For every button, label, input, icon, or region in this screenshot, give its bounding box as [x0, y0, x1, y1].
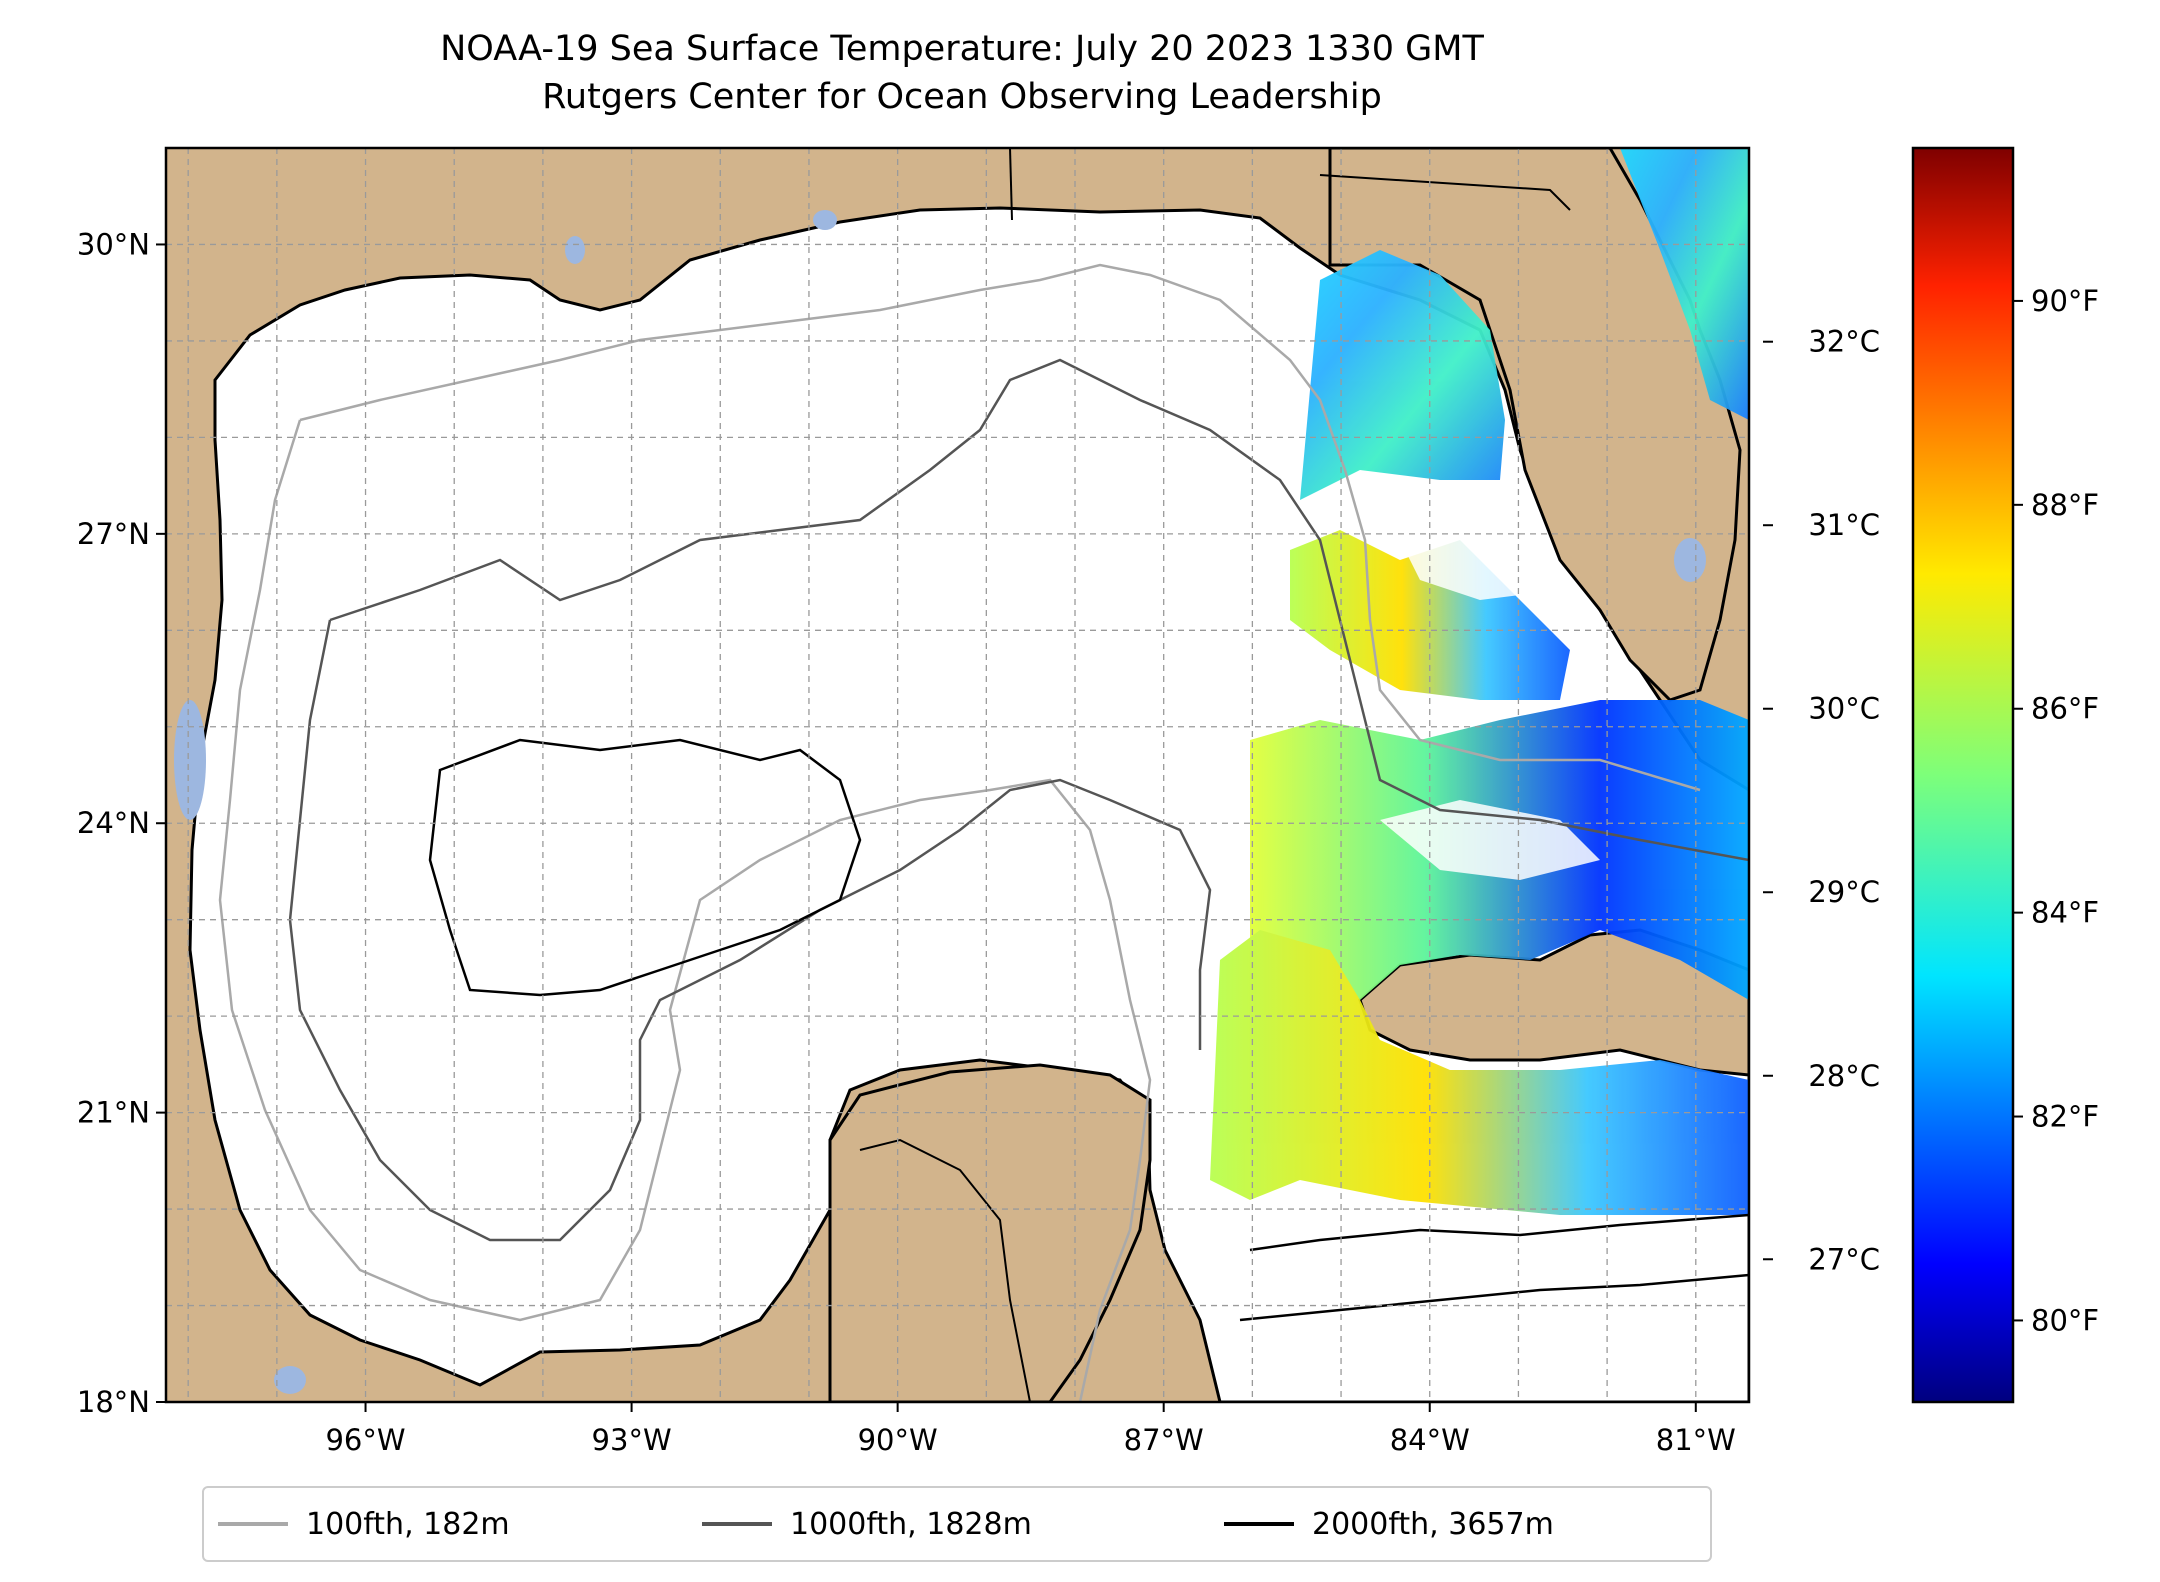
cbar-f-tick-label: 80°F: [2031, 1303, 2099, 1337]
lon-tick-label: 81°W: [1656, 1423, 1736, 1457]
map-frame: [164, 146, 1751, 1404]
cbar-c-tick-label: 31°C: [1808, 508, 1880, 542]
legend-swatch-1000fth: [702, 1522, 772, 1526]
lon-tick-label: 93°W: [592, 1423, 672, 1457]
map-title: NOAA-19 Sea Surface Temperature: July 20…: [440, 29, 1484, 69]
latitude-axis: 30°N 27°N 24°N 21°N 18°N: [77, 227, 166, 1419]
cbar-f-tick-label: 90°F: [2031, 284, 2099, 318]
legend: 100fth, 182m 1000fth, 1828m 2000fth, 365…: [202, 1486, 1712, 1562]
lat-tick-label: 30°N: [77, 227, 150, 261]
lat-tick-label: 18°N: [77, 1385, 150, 1419]
gridlines: [166, 148, 1749, 1402]
legend-item-1000fth: 1000fth, 1828m: [702, 1488, 1032, 1560]
lat-tick-label: 24°N: [77, 806, 150, 840]
legend-swatch-2000fth: [1224, 1522, 1294, 1526]
lakes: [174, 210, 1706, 1394]
lon-tick-label: 96°W: [325, 1423, 405, 1457]
lat-tick-label: 27°N: [77, 517, 150, 551]
legend-item-100fth: 100fth, 182m: [218, 1488, 510, 1560]
cbar-f-tick-label: 84°F: [2031, 896, 2099, 930]
legend-item-2000fth: 2000fth, 3657m: [1224, 1488, 1554, 1560]
cbar-f-tick-label: 86°F: [2031, 692, 2099, 726]
map-panel: [166, 148, 1749, 1402]
longitude-axis: 96°W 93°W 90°W 87°W 84°W 81°W: [325, 1402, 1736, 1457]
yucatan-land: [828, 1063, 1152, 1402]
cbar-c-tick-label: 27°C: [1808, 1242, 1880, 1276]
map-subtitle: Rutgers Center for Ocean Observing Leade…: [542, 77, 1382, 117]
legend-label-1000fth: 1000fth, 1828m: [790, 1506, 1032, 1542]
cbar-c-tick-label: 28°C: [1808, 1059, 1880, 1093]
cbar-f-tick-label: 82°F: [2031, 1100, 2099, 1134]
boundaries: [859, 148, 1571, 1402]
colorbar-fahrenheit-axis: 90°F 88°F 86°F 84°F 82°F 80°F: [2013, 284, 2099, 1337]
legend-label-2000fth: 2000fth, 3657m: [1312, 1506, 1554, 1542]
lon-tick-label: 87°W: [1124, 1423, 1204, 1457]
lon-tick-label: 84°W: [1390, 1423, 1470, 1457]
legend-label-100fth: 100fth, 182m: [306, 1506, 510, 1542]
isobath-100fth: [218, 263, 1701, 1402]
lat-tick-label: 21°N: [77, 1096, 150, 1130]
isobath-1000fth: [288, 358, 1749, 1242]
cbar-c-tick-label: 29°C: [1808, 875, 1880, 909]
colorbar-celsius-axis: 32°C 31°C 30°C 29°C 28°C 27°C: [1763, 325, 1880, 1276]
cbar-f-tick-label: 88°F: [2031, 488, 2099, 522]
cbar-c-tick-label: 32°C: [1808, 325, 1880, 359]
lon-tick-label: 90°W: [858, 1423, 938, 1457]
legend-swatch-100fth: [218, 1522, 288, 1526]
isobath-2000fth: [428, 738, 1749, 1322]
cbar-c-tick-label: 30°C: [1808, 692, 1880, 726]
colorbar: [1911, 146, 2015, 1404]
